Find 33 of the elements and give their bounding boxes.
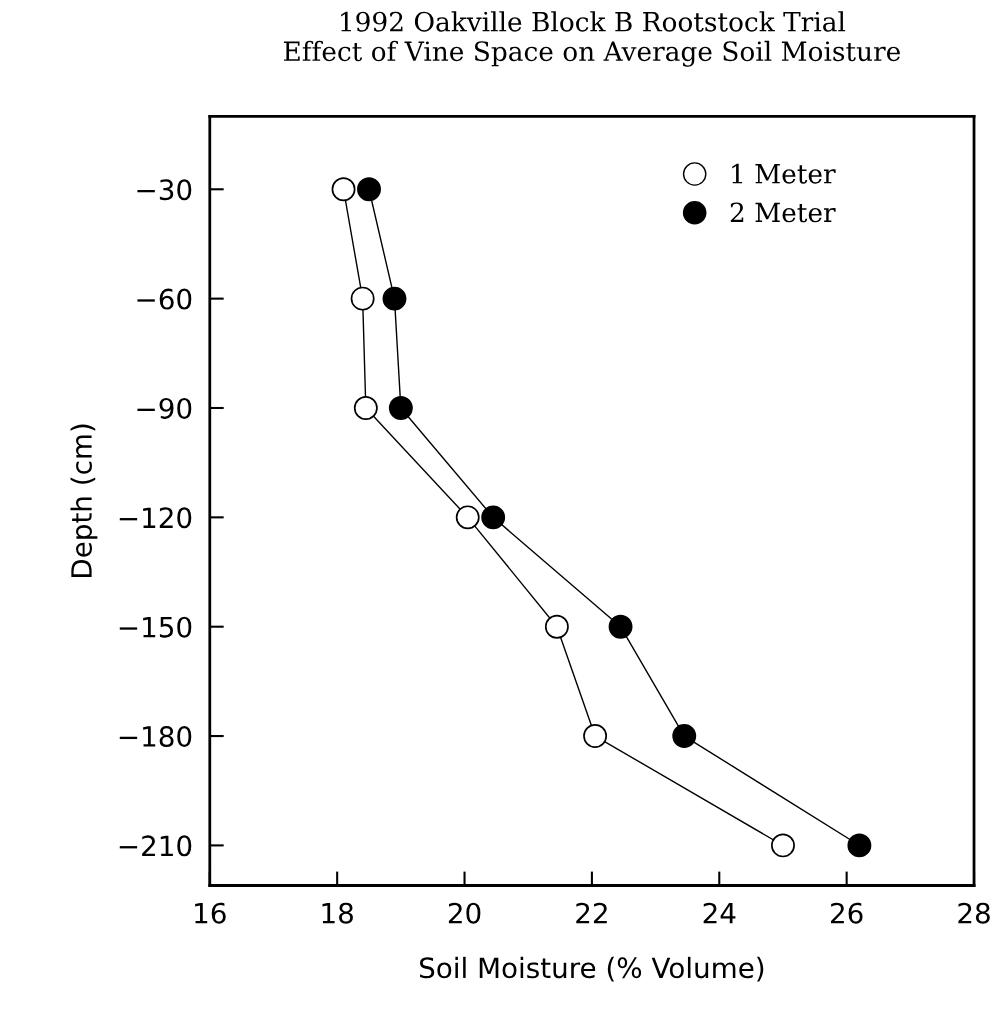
point: [847, 833, 872, 858]
legend-label: 2 Meter: [730, 202, 836, 223]
y-axis-title: Depth (cm): [70, 424, 98, 577]
x-tick-label: 16: [195, 902, 226, 924]
x-tick-label: 20: [448, 902, 481, 924]
y-tick-label: −30: [137, 179, 192, 201]
point: [350, 286, 375, 311]
point: [608, 614, 633, 639]
point: [481, 505, 506, 530]
x-tick-label: 28: [958, 902, 990, 924]
x-tick-label: 18: [322, 902, 353, 924]
y-tick-label: −120: [119, 507, 192, 529]
x-axis-title: Soil Moisture (% Volume): [420, 956, 764, 982]
point: [353, 396, 378, 420]
legend-label: 1 Meter: [732, 163, 836, 184]
x-tick-label: 22: [576, 902, 607, 924]
point: [544, 614, 569, 639]
point: [672, 724, 697, 748]
y-tick-label: −90: [137, 397, 192, 419]
x-tick-label: 24: [703, 902, 736, 924]
y-tick-label: −60: [137, 288, 192, 310]
y-tick-label: −180: [119, 725, 192, 747]
point: [382, 286, 407, 311]
point: [331, 177, 356, 202]
point: [455, 505, 480, 530]
point: [388, 396, 413, 420]
chart-title: 1992 Oakville Block B Rootstock Trial Effect of Vine Space on Average Soil Moisture: [283, 11, 900, 67]
point: [357, 177, 381, 202]
point: [771, 833, 795, 858]
x-tick-label: 26: [831, 902, 863, 924]
y-tick-label: −150: [119, 616, 192, 638]
y-tick-label: −210: [119, 835, 192, 857]
point: [583, 724, 608, 748]
